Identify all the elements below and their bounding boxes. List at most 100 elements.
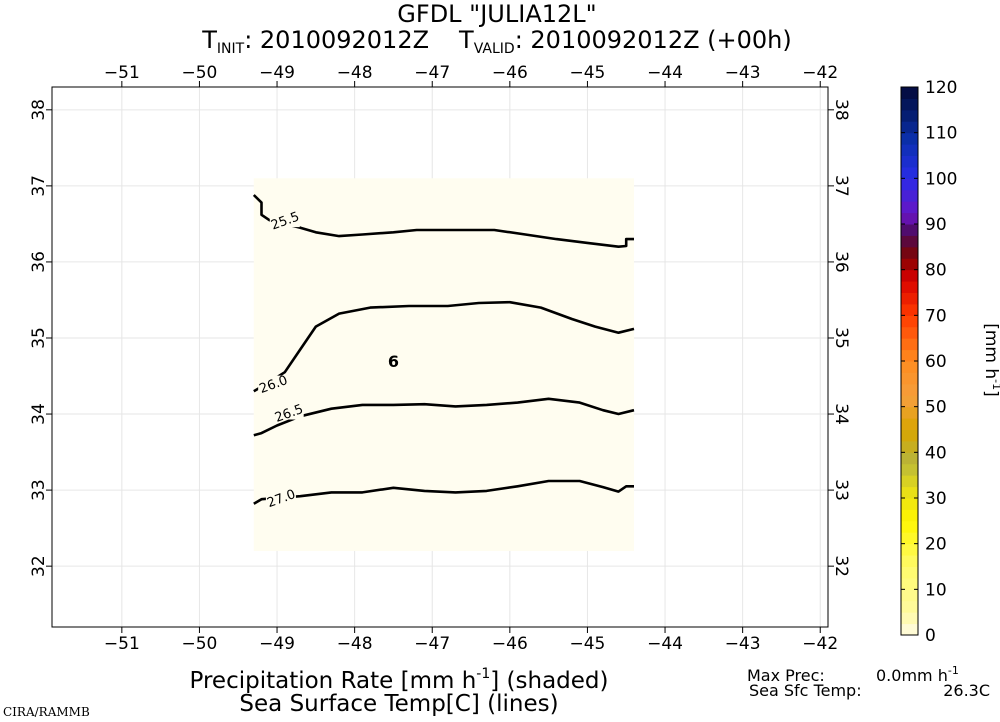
colorbar-segment <box>901 315 918 328</box>
colorbar-tick-label: 60 <box>925 352 947 372</box>
y-tick-label-left: 35 <box>29 327 49 349</box>
colorbar-tick-label: 80 <box>925 261 947 281</box>
x-tick-label-bottom: −42 <box>802 634 838 654</box>
colorbar-tick-label: 120 <box>925 78 957 98</box>
contour-line-26.0 <box>253 300 635 393</box>
longitude-ticks: −51 −51 −50 −50 −49 −49 −48 −48 −47 −47 −46 −46 −45 −… <box>104 63 838 654</box>
colorbar-segment <box>901 178 918 191</box>
colorbar-segment <box>901 418 918 430</box>
colorbar-segment <box>901 258 918 271</box>
x-tick-label-bottom: −46 <box>492 634 528 654</box>
colorbar-segment <box>901 577 918 590</box>
contour-line-26.5 <box>253 397 635 437</box>
x-tick-label-top: −50 <box>181 63 217 83</box>
colorbar-ticks: 0 10 20 30 40 50 60 70 80 90 100 110 120 <box>901 78 957 646</box>
colorbar-segment <box>901 166 918 179</box>
colorbar-segment <box>901 589 918 602</box>
x-tick-label-top: −45 <box>569 63 605 83</box>
figure-title: GFDL "JULIA12L" <box>397 0 596 28</box>
y-tick-label-left: 34 <box>29 403 49 425</box>
sst-value: 26.3C <box>943 681 990 700</box>
x-axis-label-sst: Sea Surface Temp[C] (lines) <box>239 691 558 717</box>
y-tick-label-right: 35 <box>831 327 851 349</box>
colorbar-tick-label: 70 <box>925 306 947 326</box>
colorbar-segment <box>901 463 918 476</box>
colorbar-segment <box>901 98 918 111</box>
colorbar-segment <box>901 543 918 556</box>
x-tick-label-top: −43 <box>725 63 761 83</box>
x-tick-label-top: −42 <box>802 63 838 83</box>
x-tick-label-top: −44 <box>647 63 683 83</box>
max-prec-value: 0.0mm h-1 <box>876 664 959 685</box>
x-tick-label-top: −47 <box>414 63 450 83</box>
colorbar-segment <box>901 292 918 305</box>
colorbar-segment <box>901 372 918 385</box>
y-tick-label-right: 38 <box>831 99 851 121</box>
contour-label-bg <box>269 212 300 228</box>
x-tick-label-top: −48 <box>337 63 373 83</box>
y-tick-label-left: 36 <box>29 251 49 273</box>
colorbar-segment <box>901 612 918 625</box>
colorbar-segment <box>901 201 918 214</box>
contour-label-bg <box>265 489 296 505</box>
colorbar-tick-label: 40 <box>925 443 947 463</box>
sst-contours: 25.526.026.527.0 <box>252 194 635 511</box>
colorbar-segment <box>901 87 918 99</box>
x-tick-label-top: −51 <box>104 63 140 83</box>
colorbar-segment <box>901 281 918 293</box>
latitude-ticks: 32 32 33 33 34 34 35 35 36 36 37 37 38 38 <box>29 99 851 577</box>
x-tick-label-bottom: −48 <box>337 634 373 654</box>
colorbar-segment <box>901 349 918 362</box>
colorbar-segment <box>901 303 918 316</box>
y-tick-label-right: 34 <box>831 403 851 425</box>
colorbar-segment <box>901 361 918 373</box>
x-tick-label-bottom: −43 <box>725 634 761 654</box>
colorbar-tick-label: 90 <box>925 215 947 235</box>
x-tick-label-bottom: −47 <box>414 634 450 654</box>
x-tick-label-bottom: −51 <box>104 634 140 654</box>
colorbar-segment <box>901 246 918 259</box>
y-tick-label-right: 33 <box>831 479 851 501</box>
colorbar-segment <box>901 269 918 282</box>
y-tick-label-left: 37 <box>29 175 49 197</box>
colorbar-tick-label: 10 <box>925 580 947 600</box>
colorbar-segment <box>901 383 918 396</box>
colorbar-tick-label: 20 <box>925 535 947 555</box>
storm-center-marker: 6 <box>388 352 399 371</box>
colorbar-segment <box>901 395 918 408</box>
colorbar-segment <box>901 486 918 499</box>
colorbar-segment <box>901 452 918 465</box>
x-tick-label-top: −49 <box>259 63 295 83</box>
x-tick-label-bottom: −50 <box>181 634 217 654</box>
colorbar-segment <box>901 406 918 419</box>
x-tick-label-bottom: −49 <box>259 634 295 654</box>
colorbar-tick-label: 0 <box>925 626 936 646</box>
colorbar-segment <box>901 121 918 134</box>
figure-subtitle: TINIT: 2010092012Z TVALID: 2010092012Z (+… <box>201 26 792 57</box>
contour-label-bg <box>273 404 304 420</box>
colorbar-segment <box>901 155 918 168</box>
colorbar-segment <box>901 475 918 488</box>
colorbar-segment <box>901 566 918 579</box>
y-tick-label-left: 32 <box>29 555 49 577</box>
max-prec-label: Max Prec: <box>747 666 825 685</box>
y-tick-label-right: 32 <box>831 555 851 577</box>
colorbar-segment <box>901 189 918 202</box>
colorbar-segment <box>901 532 918 545</box>
x-axis-label-precip: Precipitation Rate [mm h-1] (shaded) <box>190 666 609 694</box>
colorbar-segment <box>901 429 918 442</box>
colorbar <box>901 87 918 636</box>
x-tick-label-bottom: −45 <box>569 634 605 654</box>
colorbar-segment <box>901 224 918 236</box>
colorbar-label: [mm h-1] <box>981 323 1000 397</box>
colorbar-segment <box>901 520 918 533</box>
contour-line-27.0 <box>253 479 634 505</box>
colorbar-segment <box>901 600 918 613</box>
colorbar-segment <box>901 623 918 636</box>
y-tick-label-right: 36 <box>831 251 851 273</box>
sst-label: Sea Sfc Temp: <box>749 681 862 700</box>
y-tick-label-left: 38 <box>29 99 49 121</box>
x-tick-label-bottom: −44 <box>647 634 683 654</box>
colorbar-tick-label: 50 <box>925 398 947 418</box>
